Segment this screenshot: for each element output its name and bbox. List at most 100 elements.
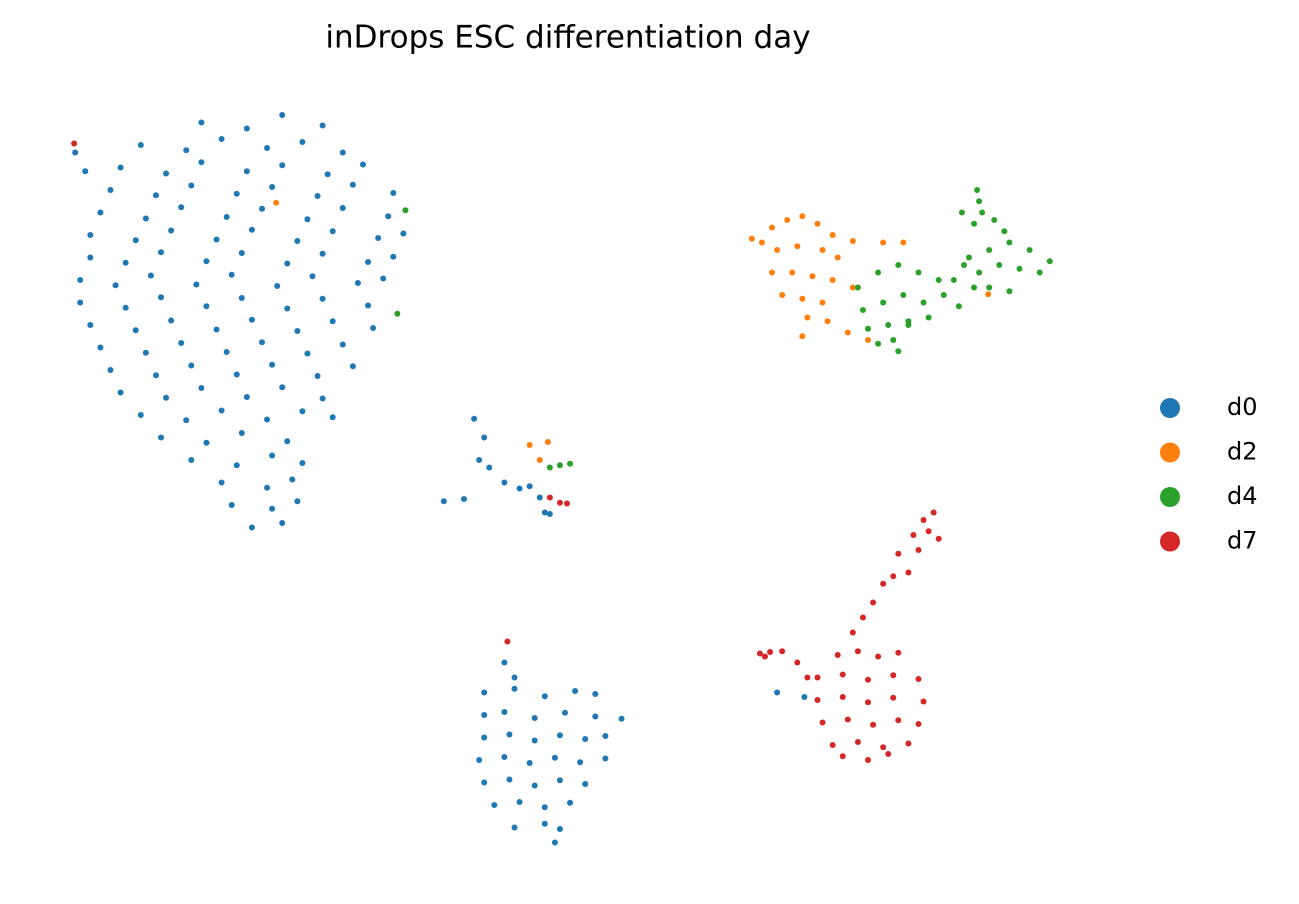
point [97,209,104,216]
point [865,757,871,763]
point [132,237,139,244]
point [890,672,897,679]
point [767,649,774,655]
point [274,283,281,289]
point [541,693,548,700]
point [564,500,571,507]
point [915,269,922,276]
point [476,457,483,463]
point [213,236,220,243]
point [875,653,882,660]
point [839,694,846,700]
point [854,648,861,655]
point [824,318,831,325]
point [1036,269,1043,276]
point [905,569,912,576]
point [238,250,245,256]
point [279,162,286,169]
point [481,734,488,741]
point [572,688,579,694]
point [556,462,563,469]
point [243,394,250,400]
point [880,744,887,751]
point [223,349,230,355]
point [117,389,124,396]
point [950,277,957,283]
point [880,299,887,306]
point [895,649,902,656]
point [567,460,574,467]
point [839,671,846,678]
point [758,239,765,246]
point [1001,228,1008,235]
point [339,341,346,348]
point [556,777,563,784]
point [132,327,139,334]
point [839,753,846,760]
point [107,187,114,193]
point [248,524,255,531]
point [885,322,892,328]
point [152,372,159,379]
point [501,479,508,486]
point [284,305,291,312]
point [501,709,508,715]
point [329,228,336,235]
point [794,243,801,250]
point [865,676,871,683]
point [915,676,922,682]
point [895,717,902,724]
point [602,755,609,762]
point [168,317,175,324]
point [1016,265,1023,272]
point [546,464,553,471]
point [955,303,962,310]
point [198,159,205,166]
point [476,757,483,763]
point [390,190,397,196]
point [859,614,866,621]
point [158,434,164,441]
point [875,340,882,347]
point [82,168,89,175]
point [761,653,768,660]
point [198,119,205,126]
point [481,689,488,696]
point [390,253,397,260]
point [920,698,927,705]
legend-marker [1160,398,1180,418]
point [218,136,225,142]
point [314,373,321,379]
point [536,457,543,463]
point [183,417,190,424]
point [163,170,170,177]
point [769,224,776,231]
point [264,416,271,423]
point [309,273,316,280]
point [996,262,1003,268]
point [526,442,533,448]
point [163,394,170,401]
point [193,281,200,288]
point [976,269,983,276]
point [471,415,478,422]
point [370,325,377,331]
point [920,517,927,523]
point [890,337,897,343]
point [986,284,993,291]
point [930,509,937,516]
point [562,709,568,716]
point [178,204,185,211]
point [299,139,306,145]
point [819,247,826,253]
point [531,737,538,744]
point [976,198,983,205]
point [188,362,195,369]
point [365,302,372,309]
point [577,759,584,766]
legend-marker [1160,531,1180,552]
point [299,408,306,415]
point [779,292,786,298]
point [979,209,986,216]
point [794,659,801,666]
